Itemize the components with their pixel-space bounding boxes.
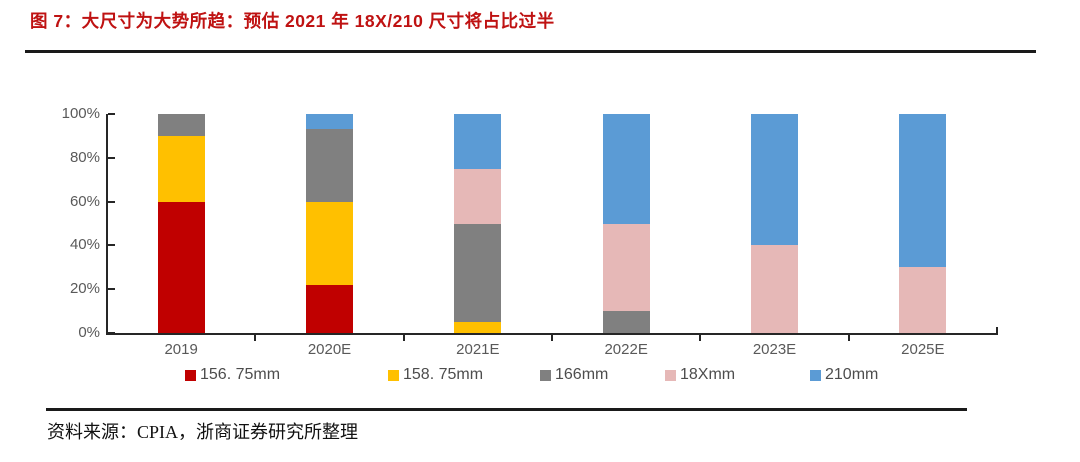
- legend-label: 18Xmm: [680, 366, 736, 383]
- legend-item: 210mm: [810, 365, 878, 385]
- legend-label: 210mm: [825, 366, 879, 383]
- x-axis-category-label: 2022E: [604, 341, 648, 358]
- source-note: 资料来源：CPIA，浙商证券研究所整理: [47, 422, 359, 442]
- bar-segment-210mm: [899, 114, 947, 268]
- x-axis-category-label: 2023E: [752, 341, 797, 358]
- bar-segment-210mm: [306, 114, 353, 130]
- bar-segment-166mm: [602, 311, 650, 333]
- y-axis-tick: [108, 244, 115, 247]
- y-axis-tick: [108, 288, 115, 291]
- bar-segment-15675mm: [157, 201, 205, 333]
- legend-label: 158. 75mm: [403, 366, 484, 383]
- legend-swatch-icon: [388, 369, 399, 381]
- legend-item: 18Xmm: [665, 365, 735, 385]
- figure-title: 图 7：大尺寸为大势所趋：预估 2021 年 18X/210 尺寸将占比过半: [30, 11, 555, 31]
- y-axis-tick: [108, 332, 115, 334]
- x-axis-category-label: 2025E: [901, 341, 945, 358]
- divider-bottom: [46, 408, 967, 411]
- divider-top: [25, 50, 1036, 53]
- legend-swatch-icon: [665, 369, 676, 381]
- x-axis-tick: [551, 335, 553, 341]
- legend-swatch-icon: [185, 369, 196, 381]
- bar-segment-18Xmm: [751, 245, 798, 333]
- bar-segment-210mm: [454, 114, 502, 169]
- x-axis-tick: [847, 335, 850, 341]
- legend-swatch-icon: [540, 369, 551, 381]
- bar-segment-18Xmm: [602, 223, 650, 312]
- bar-segment-166mm: [157, 114, 205, 136]
- y-axis-tick-label: 100%: [61, 105, 100, 122]
- x-axis-category-label: 2021E: [456, 341, 500, 358]
- x-axis-tick: [996, 327, 998, 333]
- legend-label: 156. 75mm: [200, 366, 281, 383]
- bar-segment-166mm: [306, 129, 353, 202]
- bar-segment-210mm: [751, 114, 798, 246]
- bar-segment-15875mm: [454, 322, 502, 333]
- x-axis-tick: [254, 335, 257, 341]
- bar-segment-18Xmm: [899, 267, 947, 333]
- stacked-bar-chart: 0% 20% 40% 60% 80% 100% 2019 2020E 2021E 2022E 202…: [0, 60, 1080, 400]
- x-axis-tick: [402, 335, 405, 341]
- y-axis-tick: [108, 113, 115, 115]
- y-axis-tick-label: 20%: [69, 280, 100, 298]
- bar-segment-166mm: [454, 223, 502, 323]
- y-axis-tick: [108, 156, 115, 159]
- bar-segment-15875mm: [157, 135, 205, 202]
- legend-item: 166mm: [540, 365, 608, 385]
- bar-segment-18Xmm: [454, 168, 502, 224]
- legend-item: 156. 75mm: [185, 365, 280, 385]
- bar-segment-15675mm: [306, 284, 353, 333]
- y-axis-tick: [108, 200, 115, 203]
- legend-item: 158. 75mm: [388, 365, 483, 385]
- y-axis-tick-label: 40%: [69, 236, 100, 254]
- y-axis-tick-label: 80%: [69, 148, 100, 166]
- y-axis-tick-label: 60%: [69, 192, 100, 210]
- y-axis-tick-label: 0%: [78, 324, 100, 341]
- x-axis-category-label: 2019: [164, 341, 198, 358]
- legend-label: 166mm: [555, 366, 609, 383]
- y-axis-line: [106, 114, 108, 335]
- bar-segment-210mm: [602, 114, 650, 224]
- bar-segment-15875mm: [306, 201, 353, 285]
- x-axis-tick: [699, 335, 702, 341]
- legend-swatch-icon: [810, 369, 821, 381]
- x-axis-line: [106, 333, 998, 335]
- x-axis-category-label: 2020E: [307, 341, 352, 358]
